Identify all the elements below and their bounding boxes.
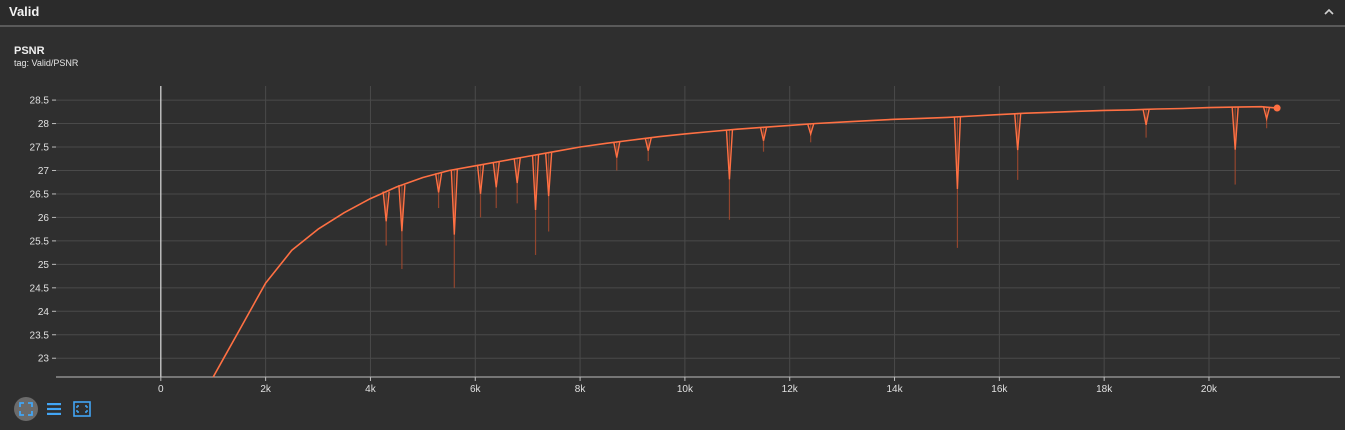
y-tick-label: 24: [38, 307, 50, 318]
chart-toolbar: [14, 397, 94, 421]
section-title: Valid: [9, 4, 40, 19]
x-tick-label: 8k: [575, 384, 587, 392]
chevron-up-icon: [1324, 8, 1334, 15]
x-tick-label: 16k: [991, 384, 1008, 392]
x-tick-label: 2k: [260, 384, 272, 392]
series-end-point: [1273, 104, 1281, 112]
x-tick-label: 14k: [886, 384, 903, 392]
toggle-log-list-button[interactable]: [42, 397, 66, 421]
x-tick-label: 12k: [782, 384, 799, 392]
section-header: Valid: [0, 0, 1345, 27]
y-tick-label: 23: [38, 354, 50, 365]
y-tick-label: 27: [38, 166, 50, 177]
expand-fullscreen-button[interactable]: [70, 397, 94, 421]
smoothed-dip-mark: [1013, 113, 1022, 151]
x-tick-label: 4k: [365, 384, 377, 392]
x-tick-label: 20k: [1201, 384, 1218, 392]
smoothed-dip-mark: [382, 191, 390, 222]
smoothed-dip-mark: [1262, 106, 1271, 122]
expand-fullscreen-icon: [73, 401, 91, 417]
y-tick-label: 24.5: [30, 283, 50, 294]
y-tick-label: 25.5: [30, 236, 50, 247]
y-tick-label: 28: [38, 119, 50, 130]
smoothed-dip-mark: [398, 184, 406, 232]
psnr-series-line: [212, 105, 1278, 378]
smoothed-dip-mark: [1142, 109, 1150, 126]
smoothed-dip-mark: [644, 137, 652, 151]
smoothed-dip-mark: [434, 173, 443, 193]
smoothed-dip-mark: [1231, 107, 1239, 150]
smoothed-dip-mark: [544, 152, 553, 197]
fit-domain-button[interactable]: [14, 397, 38, 421]
y-tick-label: 23.5: [30, 330, 50, 341]
psnr-line-chart[interactable]: 23 23.5 24 24.5 25 25.5 26 26.5 27 27.5 28 28.5 0 2k 4…: [0, 80, 1345, 392]
toggle-log-list-icon: [47, 403, 61, 415]
smoothed-dip-mark: [476, 164, 485, 194]
x-tick-label: 6k: [470, 384, 482, 392]
smoothed-dip-mark: [759, 127, 768, 141]
y-tick-label: 26: [38, 213, 50, 224]
y-tick-label: 28.5: [30, 96, 50, 107]
smoothed-dip-mark: [492, 161, 500, 188]
y-tick-label: 26.5: [30, 189, 50, 200]
x-tick-label: 10k: [677, 384, 694, 392]
smoothed-dip-mark: [725, 129, 734, 180]
smoothed-dip-mark: [953, 116, 962, 189]
card-tag: tag: Valid/PSNR: [14, 58, 79, 68]
card-title: PSNR: [14, 45, 45, 57]
smoothed-dip-mark: [531, 154, 540, 211]
smoothed-dip-mark: [450, 169, 459, 235]
collapse-section-button[interactable]: [1319, 2, 1339, 22]
y-tick-label: 27.5: [30, 143, 50, 154]
x-tick-label: 18k: [1096, 384, 1113, 392]
smoothed-dip-mark: [513, 158, 521, 184]
smoothed-dip-mark: [807, 123, 815, 137]
smoothed-dip-mark: [613, 141, 621, 158]
y-tick-label: 25: [38, 260, 50, 271]
x-tick-label: 0: [158, 384, 164, 392]
fit-domain-icon: [19, 402, 33, 416]
